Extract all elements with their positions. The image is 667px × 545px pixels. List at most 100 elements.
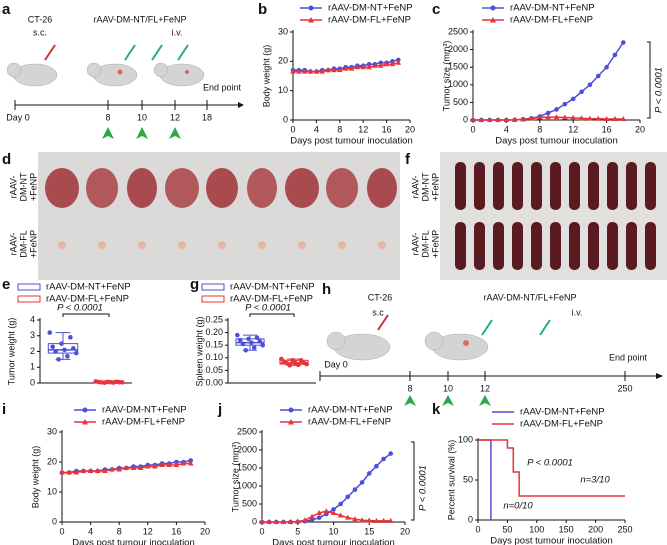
cell-line: CT-26 bbox=[28, 14, 53, 24]
point bbox=[603, 115, 610, 121]
point bbox=[237, 337, 243, 343]
point bbox=[59, 341, 64, 346]
y-axis-label: Tumor size (mm³) bbox=[441, 41, 451, 112]
y-tick-label: 2000 bbox=[237, 444, 257, 454]
point bbox=[173, 462, 180, 467]
row-label: DM-FL bbox=[420, 230, 430, 258]
point bbox=[304, 361, 309, 367]
y-tick-label: 4 bbox=[30, 314, 35, 324]
spleen bbox=[493, 162, 504, 210]
point bbox=[344, 514, 351, 520]
point bbox=[354, 64, 361, 70]
panel-label: a bbox=[2, 1, 11, 18]
x-tick-label: 20 bbox=[200, 526, 210, 536]
spleens bbox=[455, 162, 656, 270]
panel-label: j bbox=[217, 401, 222, 418]
point bbox=[366, 471, 372, 476]
injection-arrows bbox=[404, 395, 491, 406]
x-tick-label: 0 bbox=[470, 124, 475, 134]
point bbox=[102, 468, 108, 473]
point bbox=[116, 466, 122, 472]
point bbox=[73, 469, 80, 475]
syringes bbox=[44, 44, 189, 61]
x-axis-label: Days post tumour inoculation bbox=[495, 136, 618, 147]
y-tick-label: 1000 bbox=[448, 79, 468, 89]
point bbox=[545, 114, 551, 120]
tumor bbox=[206, 168, 238, 208]
x-tick-label: 12 bbox=[143, 526, 153, 536]
point bbox=[495, 117, 501, 122]
spleen bbox=[588, 222, 599, 270]
point bbox=[373, 517, 380, 523]
point bbox=[59, 469, 65, 475]
tumor bbox=[463, 340, 469, 346]
tumor-small bbox=[298, 241, 306, 249]
legend-swatch bbox=[201, 283, 225, 291]
legend-label: rAAV-DM-FL+FeNP bbox=[46, 294, 129, 305]
y-tick-label: 100 bbox=[458, 434, 473, 444]
point bbox=[266, 519, 272, 524]
point bbox=[145, 463, 151, 469]
point bbox=[73, 350, 79, 356]
spleen bbox=[550, 222, 561, 270]
bracket bbox=[249, 313, 295, 317]
day-label: 8 bbox=[407, 383, 412, 393]
arrow-head bbox=[656, 373, 663, 379]
point bbox=[319, 68, 326, 74]
legend-label: rAAV-DM-FL+FeNP bbox=[510, 15, 593, 26]
point bbox=[246, 336, 251, 342]
tumor-small bbox=[258, 241, 266, 249]
day-label: 12 bbox=[480, 383, 490, 393]
tumors bbox=[45, 168, 397, 249]
point bbox=[570, 114, 576, 120]
legend-marker bbox=[82, 419, 88, 425]
legend-label: rAAV-DM-FL+FeNP bbox=[328, 15, 411, 26]
point bbox=[562, 101, 568, 107]
spleen bbox=[645, 162, 656, 210]
point bbox=[331, 507, 336, 512]
legend-label: rAAV-DM-NT+FeNP bbox=[520, 407, 605, 418]
day-label: 10 bbox=[137, 112, 147, 122]
point bbox=[352, 487, 358, 492]
day-label: 8 bbox=[105, 112, 110, 122]
legend-label: rAAV-DM-NT+FeNP bbox=[102, 405, 187, 416]
point bbox=[296, 68, 302, 74]
point bbox=[290, 68, 296, 74]
mice bbox=[6, 62, 205, 87]
x-tick-label: 200 bbox=[588, 524, 603, 534]
y-tick-label: 1000 bbox=[237, 480, 257, 490]
schematic-a: a CT-26 s.c. rAAV-DM-NT/FL+FeNP i.v. End… bbox=[2, 1, 244, 139]
point bbox=[287, 363, 293, 368]
point bbox=[337, 512, 344, 518]
row-label: +FeNP bbox=[430, 230, 440, 258]
annotation: P < 0.0001 bbox=[527, 458, 573, 469]
treatment: rAAV-DM-NT/FL+FeNP bbox=[93, 14, 186, 24]
point bbox=[348, 65, 355, 71]
spleen bbox=[626, 162, 637, 210]
legend-marker bbox=[288, 407, 294, 413]
tumor bbox=[86, 168, 118, 208]
point bbox=[109, 466, 115, 472]
annotation: n=0/10 bbox=[503, 501, 533, 512]
series-line bbox=[478, 439, 625, 497]
point bbox=[260, 342, 265, 348]
x-axis-label: Days post tumour inoculation bbox=[272, 538, 395, 545]
point bbox=[152, 463, 158, 469]
x-tick-label: 20 bbox=[405, 124, 415, 134]
spleen bbox=[531, 222, 542, 270]
point bbox=[130, 465, 137, 470]
annotation: P < 0.0001 bbox=[57, 303, 103, 314]
spleen bbox=[531, 162, 542, 210]
point bbox=[119, 380, 125, 385]
annotation: n=3/10 bbox=[580, 475, 610, 486]
end-point: End point bbox=[203, 82, 242, 92]
x-tick-label: 0 bbox=[475, 524, 480, 534]
tumor bbox=[117, 69, 123, 75]
legend-label: rAAV-DM-NT+FeNP bbox=[510, 3, 595, 14]
y-tick-label: 3 bbox=[30, 330, 35, 340]
x-tick-label: 20 bbox=[635, 124, 645, 134]
syringes bbox=[377, 314, 551, 336]
tumor-small bbox=[98, 241, 106, 249]
point bbox=[71, 346, 76, 351]
panel-label: i bbox=[2, 401, 6, 418]
